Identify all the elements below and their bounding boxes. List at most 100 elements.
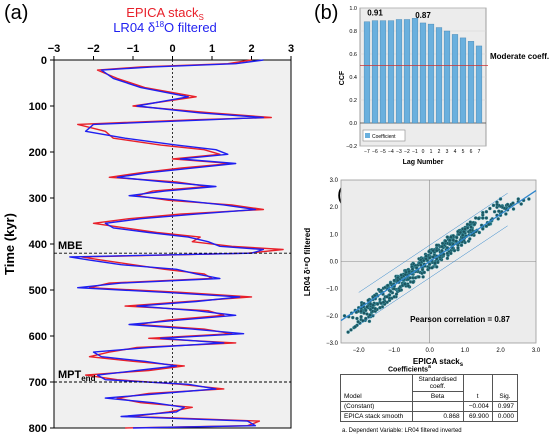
scatter-point xyxy=(359,309,363,314)
scatter-point xyxy=(388,289,393,294)
scatter-point xyxy=(421,275,425,279)
scatter-point xyxy=(427,262,432,266)
ccf-bar xyxy=(451,34,459,124)
scatter-point xyxy=(481,216,485,220)
scatter-point xyxy=(456,246,460,250)
scatter-point xyxy=(468,237,472,241)
x-axis-a: −3 −2 −1 0 1 2 3 xyxy=(48,43,294,60)
x-tick-label: −7 xyxy=(364,149,370,155)
y-tick-label: 1.0 xyxy=(330,232,339,238)
reference-label: Moderate coeff. xyxy=(490,52,549,61)
scatter-point xyxy=(375,302,380,306)
scatter-point xyxy=(440,241,445,246)
scatter-point xyxy=(434,265,439,269)
scatter-point xyxy=(407,269,411,274)
scatter-point xyxy=(422,270,427,275)
legend-box-b xyxy=(362,129,406,142)
header-model: Model xyxy=(340,374,413,402)
scatter-point xyxy=(387,293,392,297)
scatter-point xyxy=(468,220,473,224)
x-tick-label: 1 xyxy=(209,43,215,55)
x-axis-label-c-sub: s xyxy=(460,362,464,368)
scatter-point xyxy=(473,216,478,220)
scatter-point xyxy=(491,203,496,208)
x-tick-label: 3 xyxy=(446,149,449,155)
scatter-point xyxy=(463,227,467,231)
scatter-point xyxy=(484,216,489,220)
x-tick-label: 4 xyxy=(454,149,457,155)
scatter-point xyxy=(455,235,459,240)
scatter-point xyxy=(447,242,452,247)
regression-line xyxy=(340,190,537,322)
y-tick-label: 0.0 xyxy=(349,121,357,127)
y-axis-c: 3.0 2.0 1.0 0.0 −1.0 −2.0 −3.0 xyxy=(326,178,339,347)
x-tick-label: −6 xyxy=(372,149,378,155)
annotation-label-main: MPT xyxy=(58,369,82,381)
scatter-point xyxy=(378,297,382,302)
y-tick-label: 0.0 xyxy=(330,260,339,266)
scatter-point xyxy=(361,319,365,323)
scatter-point xyxy=(373,306,378,311)
scatter-point xyxy=(484,209,489,214)
y-tick-label: 1.0 xyxy=(349,6,357,12)
scatter-point xyxy=(427,249,431,254)
x-tick-label: 0 xyxy=(169,43,175,55)
bars-b xyxy=(363,18,483,124)
scatter-point xyxy=(403,282,407,286)
scatter-point xyxy=(378,305,382,310)
scatter-point xyxy=(481,227,485,231)
y-tick-label: 0.2 xyxy=(349,98,357,104)
bar-annotation: 0.87 xyxy=(415,11,431,20)
y-tick-label: 0.4 xyxy=(349,75,357,81)
scatter-point xyxy=(424,257,428,261)
ccf-bar xyxy=(379,20,387,124)
scatter-point xyxy=(445,235,450,239)
scatter-point xyxy=(497,209,501,213)
ccf-bar xyxy=(363,21,371,124)
legend-swatch-b xyxy=(365,133,370,138)
ccf-bar xyxy=(411,18,419,124)
scatter-point xyxy=(495,202,499,207)
scatter-chart: 3.0 2.0 1.0 0.0 −1.0 −2.0 −3.0 −2.0 −1.0 0.0 1.0 2… xyxy=(303,178,541,368)
x-axis-label-b: Lag Number xyxy=(403,159,444,166)
scatter-point xyxy=(399,273,404,277)
legend-label-b: Coefficient xyxy=(372,134,396,140)
scatter-point xyxy=(454,239,458,243)
scatter-point xyxy=(445,256,450,261)
scatter-point xyxy=(445,251,450,256)
ccf-bar xyxy=(467,41,475,124)
legend-lr04-rest: O filtered xyxy=(164,20,217,35)
y-tick-label: 2.0 xyxy=(330,205,339,211)
header-group: Standardised coeff. xyxy=(411,374,464,392)
x-tick-label: −2 xyxy=(404,149,410,155)
scatter-point xyxy=(381,300,386,305)
table-footnote: a. Dependent Variable: LR04 filtered inv… xyxy=(342,428,462,434)
x-tick-label: −3 xyxy=(396,149,402,155)
row-t: −0.004 xyxy=(462,401,493,412)
ccf-bar xyxy=(395,19,403,124)
table-row: EPICA stack smooth 0.868 69.900 0.000 xyxy=(340,411,519,422)
y-tick-label: −3.0 xyxy=(326,341,339,347)
ccf-bar xyxy=(387,20,395,124)
scatter-point xyxy=(411,280,415,285)
scatter-point xyxy=(440,248,444,253)
y-tick-label: −0.2 xyxy=(346,144,357,150)
scatter-point xyxy=(430,266,434,270)
scatter-point xyxy=(511,207,516,211)
x-tick-label: −4 xyxy=(388,149,394,155)
scatter-point xyxy=(492,209,497,214)
x-tick-label: 3 xyxy=(288,43,294,55)
scatter-point xyxy=(346,330,350,334)
y-tick-label: 100 xyxy=(29,101,47,113)
scatter-point xyxy=(431,248,435,253)
scatter-point xyxy=(410,267,415,271)
y-tick-label: −1.0 xyxy=(326,287,339,293)
scatter-point xyxy=(481,210,485,215)
scatter-point xyxy=(468,228,473,233)
scatter-point xyxy=(406,284,411,288)
scatter-point xyxy=(349,328,353,332)
y-tick-label: 3.0 xyxy=(330,178,339,184)
ccf-bar xyxy=(419,22,427,124)
x-tick-label: 2 xyxy=(248,43,254,55)
scatter-point xyxy=(459,243,464,247)
